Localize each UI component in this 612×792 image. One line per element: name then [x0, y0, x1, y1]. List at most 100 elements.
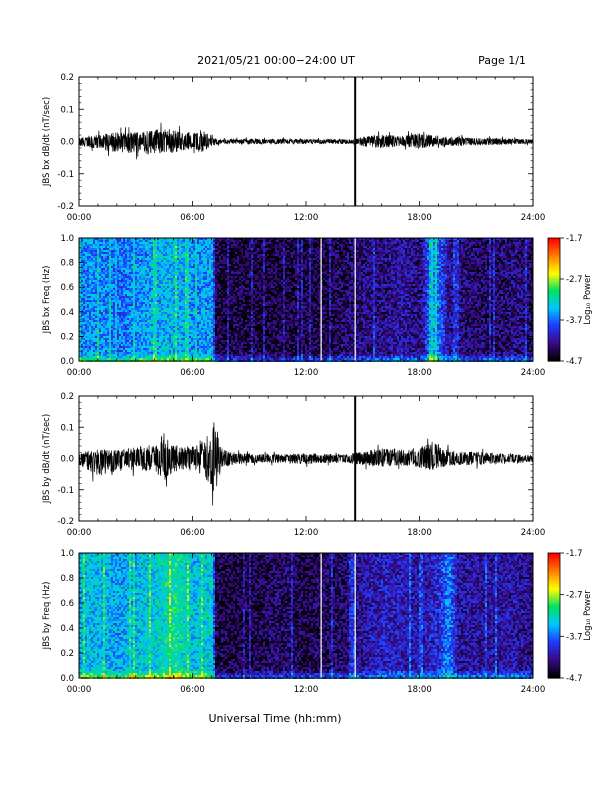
- spectrogram-cell: [119, 246, 121, 248]
- spectrogram-cell: [189, 288, 191, 290]
- spectrogram-cell: [155, 244, 157, 246]
- spectrogram-cell: [117, 352, 119, 354]
- spectrogram-cell: [173, 318, 175, 320]
- spectrogram-cell: [161, 308, 163, 310]
- spectrogram-cell: [175, 258, 177, 260]
- spectrogram-cell: [187, 298, 189, 300]
- spectrogram-cell: [173, 352, 175, 354]
- spectrogram-cell: [157, 244, 159, 246]
- spectrogram-cell: [191, 346, 193, 348]
- spectrogram-cell: [129, 326, 131, 328]
- spectrogram-cell: [223, 284, 225, 286]
- spectrogram-cell: [151, 248, 153, 250]
- spectrogram-cell: [219, 282, 221, 284]
- spectrogram-cell: [179, 332, 181, 334]
- spectrogram-cell: [161, 302, 163, 304]
- spectrogram-cell: [179, 242, 181, 244]
- spectrogram-cell: [201, 328, 203, 330]
- spectrogram-cell: [177, 326, 179, 328]
- spectrogram-cell: [191, 256, 193, 258]
- spectrogram-cell: [139, 330, 141, 332]
- spectrogram-cell: [225, 256, 227, 258]
- spectrogram-cell: [139, 356, 141, 358]
- spectrogram-cell: [81, 314, 83, 316]
- spectrogram-cell: [193, 290, 195, 292]
- spectrogram-cell: [87, 278, 89, 280]
- spectrogram-cell: [203, 266, 205, 268]
- spectrogram-cell: [231, 340, 233, 342]
- spectrogram-cell: [233, 286, 235, 288]
- spectrogram-cell: [179, 326, 181, 328]
- spectrogram-cell: [115, 308, 117, 310]
- spectrogram-cell: [211, 320, 213, 322]
- spectrogram-cell: [209, 298, 211, 300]
- spectrogram-cell: [195, 344, 197, 346]
- spectrogram-cell: [137, 326, 139, 328]
- spectrogram-cell: [111, 260, 113, 262]
- spectrogram-cell: [221, 242, 223, 244]
- spectrogram-cell: [207, 324, 209, 326]
- spectrogram-cell: [139, 324, 141, 326]
- spectrogram-cell: [231, 312, 233, 314]
- spectrogram-cell: [109, 268, 111, 270]
- spectrogram-cell: [137, 250, 139, 252]
- spectrogram-cell: [135, 306, 137, 308]
- spectrogram-cell: [147, 270, 149, 272]
- spectrogram-cell: [97, 308, 99, 310]
- spectrogram-cell: [87, 330, 89, 332]
- spectrogram-cell: [105, 330, 107, 332]
- spectrogram-cell: [165, 358, 167, 360]
- spectrogram-cell: [135, 294, 137, 296]
- spectrogram-cell: [205, 278, 207, 280]
- spectrogram-cell: [157, 286, 159, 288]
- spectrogram-cell: [169, 346, 171, 348]
- spectrogram-cell: [109, 258, 111, 260]
- spectrogram-cell: [217, 246, 219, 248]
- spectrogram-cell: [195, 268, 197, 270]
- spectrogram-cell: [115, 292, 117, 294]
- spectrogram-cell: [213, 332, 215, 334]
- spectrogram-cell: [167, 254, 169, 256]
- spectrogram-cell: [217, 320, 219, 322]
- spectrogram-cell: [111, 268, 113, 270]
- spectrogram-cell: [147, 344, 149, 346]
- spectrogram-cell: [143, 350, 145, 352]
- spectrogram-cell: [209, 292, 211, 294]
- spectrogram-cell: [167, 340, 169, 342]
- spectrogram-cell: [109, 322, 111, 324]
- spectrogram-cell: [203, 246, 205, 248]
- spectrogram-cell: [171, 242, 173, 244]
- spectrogram-cell: [165, 328, 167, 330]
- spectrogram-cell: [95, 242, 97, 244]
- spectrogram-cell: [205, 272, 207, 274]
- spectrogram-cell: [221, 248, 223, 250]
- spectrogram-cell: [163, 350, 165, 352]
- spectrogram-cell: [143, 298, 145, 300]
- spectrogram-cell: [123, 310, 125, 312]
- spectrogram-cell: [157, 250, 159, 252]
- spectrogram-cell: [117, 332, 119, 334]
- spectrogram-cell: [175, 344, 177, 346]
- spectrogram-cell: [83, 322, 85, 324]
- spectrogram-cell: [115, 316, 117, 318]
- spectrogram-cell: [91, 336, 93, 338]
- spectrogram-cell: [139, 258, 141, 260]
- spectrogram-cell: [97, 346, 99, 348]
- spectrogram-cell: [195, 266, 197, 268]
- spectrogram-cell: [207, 266, 209, 268]
- spectrogram-cell: [159, 274, 161, 276]
- spectrogram-cell: [149, 250, 151, 252]
- spectrogram-cell: [147, 348, 149, 350]
- spectrogram-cell: [151, 270, 153, 272]
- spectrogram-cell: [169, 342, 171, 344]
- spectrogram-cell: [157, 304, 159, 306]
- spectrogram-cell: [109, 272, 111, 274]
- spectrogram-cell: [183, 334, 185, 336]
- spectrogram-cell: [141, 256, 143, 258]
- spectrogram-cell: [171, 282, 173, 284]
- spectrogram-cell: [189, 306, 191, 308]
- spectrogram-cell: [131, 306, 133, 308]
- spectrogram-cell: [209, 248, 211, 250]
- spectrogram-cell: [201, 286, 203, 288]
- spectrogram-cell: [191, 310, 193, 312]
